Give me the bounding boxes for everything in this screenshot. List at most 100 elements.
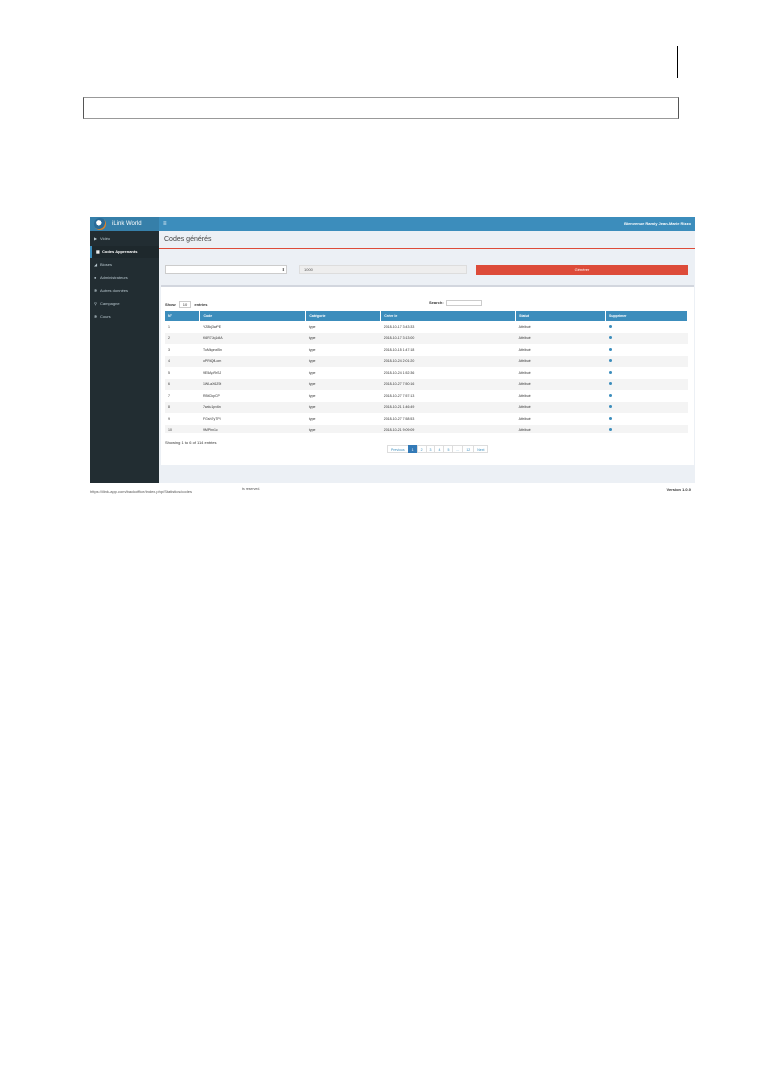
table-cell: 6 — [165, 378, 200, 390]
pin-icon: ⚲ — [94, 301, 97, 306]
sidebar-item[interactable]: ✻ Autres données — [90, 285, 159, 297]
delete-cell — [606, 321, 688, 333]
sidebar-item-label: Codes Apprenants — [102, 249, 138, 254]
delete-icon[interactable] — [608, 393, 612, 397]
table-cell: 2018-10-15 1:47:18 — [383, 347, 415, 352]
delete-icon[interactable] — [608, 347, 612, 351]
column-header[interactable]: Catégorie — [305, 311, 382, 321]
codes-table: N° Code Catégorie Créer le Statut Supprimer 1 Y… — [165, 311, 688, 433]
table-cell: Attribué — [518, 324, 531, 329]
sidebar-item-label: Campagne — [100, 301, 120, 306]
page-title: Codes générés — [164, 236, 212, 243]
status-url: https://ilink-app.com/backoffice/index.p… — [90, 489, 192, 494]
top-navbar: iLink World ≡ Bienvenue Ramiy Jean-Marie… — [90, 217, 695, 231]
table-cell: TuMkpnxl5n — [202, 347, 222, 352]
table-row: 7 RBtCkpCP type 2018-10-27 7:57:13 Attribué — [165, 390, 688, 402]
table-cell: oPRtQfLom — [199, 355, 306, 367]
welcome-user[interactable]: Bienvenue Ramiy Jean-Marie Rizzo — [624, 221, 691, 226]
delete-icon[interactable] — [608, 359, 612, 363]
divider — [159, 248, 695, 249]
grid-icon: ▦ — [96, 249, 100, 254]
gear-icon: ✻ — [94, 314, 98, 319]
page-link[interactable]: Previous — [387, 445, 409, 453]
entries-length: Show 10 entries — [165, 301, 208, 308]
table-cell: 4 — [165, 355, 200, 367]
table-cell: 2 — [165, 332, 200, 344]
delete-icon[interactable] — [608, 382, 612, 386]
table-scroll[interactable]: N° Code Catégorie Créer le Statut Supprimer 1 Y… — [161, 311, 694, 433]
category-select[interactable]: ⬍ — [165, 265, 287, 274]
sidebar-item-label: Cours — [100, 314, 111, 319]
version: Version 1.0.0 — [666, 487, 691, 492]
table-cell: 3 — [168, 347, 170, 352]
delete-cell — [605, 332, 688, 344]
delete-icon[interactable] — [608, 416, 612, 420]
video-icon: ▶ — [94, 236, 98, 241]
app-title: iLink World — [112, 221, 142, 227]
table-cell: type — [308, 370, 316, 375]
column-header[interactable]: Statut — [515, 311, 607, 321]
delete-cell — [606, 390, 688, 402]
table-cell: Attribué — [515, 401, 606, 413]
app-logo[interactable]: iLink World — [90, 217, 159, 231]
margin-bar — [677, 46, 678, 78]
generate-button[interactable]: Générer — [476, 265, 688, 275]
table-cell: type — [308, 393, 316, 398]
gear-icon: ✻ — [94, 288, 98, 293]
search-input[interactable] — [445, 300, 482, 306]
chevron-updown-icon: ⬍ — [281, 267, 285, 272]
column-header[interactable]: Code — [199, 311, 307, 321]
table-cell: 1 — [168, 324, 170, 329]
column-header[interactable]: Créer le — [380, 311, 517, 321]
delete-icon[interactable] — [608, 324, 612, 328]
search: Search: — [429, 300, 482, 306]
codes-panel: Show 10 entries Search: N° Code Catégorie C… — [161, 285, 694, 465]
delete-icon[interactable] — [608, 405, 612, 409]
footer — [90, 483, 695, 500]
table-cell: type — [308, 347, 316, 352]
table-cell: 2018-10-17 3:13:00 — [380, 332, 516, 344]
delete-icon[interactable] — [608, 336, 612, 340]
table-cell: 2018-10-21 1:46:49 — [380, 401, 516, 413]
column-header[interactable]: Supprimer — [605, 311, 688, 321]
table-row: 10 9MPhn1c type 2018-10-21 9:09:09 Attribué — [165, 424, 688, 433]
sidebar-item[interactable]: ▦ Codes Apprenants — [90, 246, 159, 258]
table-cell: YZ8kj3wPE — [202, 324, 222, 329]
table-row: 3 TuMkpnxl5n type 2018-10-15 1:47:18 Attribu… — [165, 344, 688, 356]
table-cell: type — [305, 424, 381, 433]
quantity-input[interactable]: 1000 — [299, 265, 467, 274]
entries-label: entries — [194, 302, 208, 307]
delete-cell — [606, 344, 688, 356]
table-cell: type — [308, 416, 316, 421]
delete-cell — [605, 378, 688, 390]
table-cell: type — [305, 401, 381, 413]
table-cell: 2018-10-27 7:57:13 — [383, 393, 415, 398]
entries-select[interactable]: 10 — [178, 301, 192, 308]
page-link[interactable]: Next — [473, 445, 489, 453]
footer-rights: ts reserved. — [242, 487, 261, 491]
sidebar-item-label: Vidéo — [100, 236, 111, 241]
table-cell: Attribué — [518, 347, 531, 352]
sidebar-item[interactable]: ◢ Bioses — [90, 259, 159, 271]
globe-logo-icon — [94, 218, 106, 230]
table-row: 5 9E5ApRrSJ type 2018-10-24 1:52:36 Attribué — [165, 367, 688, 379]
empty-frame — [83, 97, 679, 119]
delete-icon[interactable] — [608, 428, 612, 432]
pagination: Previous 1 2 3 4 5... 12 Next — [387, 445, 489, 453]
sidebar-item[interactable]: ▶ Vidéo — [90, 233, 159, 245]
sidebar-item[interactable]: ⚲ Campagne — [90, 298, 159, 310]
table-cell: Attribué — [515, 332, 606, 344]
table-cell: 9E5ApRrSJ — [202, 370, 222, 375]
table-cell: type — [308, 324, 316, 329]
sidebar-item[interactable]: ✻ Cours — [90, 311, 159, 323]
delete-icon[interactable] — [608, 370, 612, 374]
table-cell: FGsh7yTPI — [202, 416, 221, 421]
sidebar-item[interactable]: ● Administrateurs — [90, 272, 159, 284]
table-cell: 10 — [165, 424, 200, 433]
table-row: 9 FGsh7yTPI type 2018-10-27 7:58:53 Attribué — [165, 413, 688, 425]
delete-cell — [606, 367, 688, 379]
hamburger-icon[interactable]: ≡ — [163, 221, 167, 227]
column-header[interactable]: N° — [165, 311, 201, 321]
sidebar-item-label: Autres données — [100, 288, 129, 293]
table-cell: 9 — [168, 416, 170, 421]
